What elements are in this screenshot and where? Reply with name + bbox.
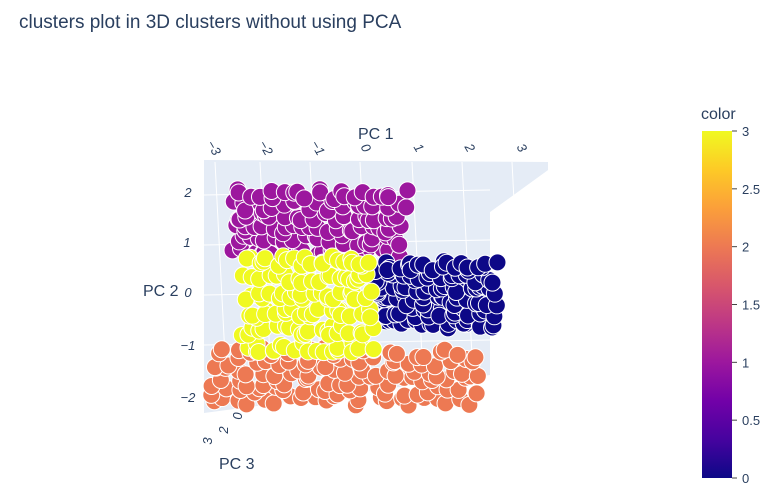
cluster-1-point [390, 235, 409, 254]
colorbar [702, 131, 732, 478]
cluster-1-point [295, 189, 314, 208]
cluster-3-point [249, 343, 268, 362]
cluster-2-point [414, 348, 433, 367]
cluster-3-point [359, 253, 378, 272]
chart-title: clusters plot in 3D clusters without usi… [19, 12, 402, 33]
cluster-3-point [361, 308, 380, 327]
cluster-1-point [397, 198, 416, 217]
colorbar-tick-label: 1.5 [742, 298, 760, 313]
x-tick-label: 0 [358, 141, 375, 155]
side-pane [490, 162, 548, 212]
y-axis-ticks: 2 1 0 −1 −2 [181, 185, 197, 405]
cluster-3-point [362, 282, 381, 301]
colorbar-tick-label: 0 [742, 471, 749, 486]
z-tick-label: 0 [230, 412, 245, 420]
cluster-2-point [387, 344, 406, 363]
data-points [202, 180, 507, 415]
z-tick-label: 2 [216, 426, 231, 435]
x-tick-label: 3 [514, 141, 531, 155]
colorbar-tick-label: 2 [742, 240, 749, 255]
colorbar-ticks: 3 2.5 2 1.5 1 0.5 0 [732, 124, 760, 486]
y-tick-label: −1 [181, 338, 196, 353]
cluster-0-point [483, 273, 502, 292]
cluster-2-point [466, 348, 485, 367]
cluster-2-point [467, 384, 486, 403]
y-axis-title: PC 2 [143, 283, 179, 300]
colorbar-tick-label: 1 [742, 355, 749, 370]
x-tick-label: −1 [308, 138, 328, 158]
cluster-2-point [212, 340, 231, 359]
grid-line-x [511, 161, 525, 396]
cluster-0-point [488, 253, 507, 272]
y-tick-label: −2 [181, 390, 197, 405]
y-tick-label: 1 [183, 235, 190, 250]
cluster-3-point [298, 322, 317, 341]
z-axis-ticks: 32 0 [200, 412, 245, 445]
cluster-2-point [236, 365, 255, 384]
y-tick-label: 0 [184, 285, 192, 300]
cluster-3-point [255, 249, 274, 268]
colorbar-title: color [701, 106, 736, 123]
x-tick-label: −2 [256, 138, 277, 159]
x-tick-label: 1 [411, 141, 428, 155]
z-tick-label: 3 [200, 437, 215, 445]
cluster-1-point [398, 181, 417, 200]
x-axis-title: PC 1 [358, 126, 394, 143]
cluster-1-point [379, 188, 398, 207]
y-tick-label: 2 [183, 185, 192, 200]
cluster-2-point [448, 345, 467, 364]
cluster-3-point [364, 340, 383, 359]
colorbar-tick-label: 0.5 [742, 413, 760, 428]
x-tick-label: 2 [461, 140, 478, 155]
x-tick-label: −3 [204, 138, 225, 159]
colorbar-tick-label: 3 [742, 124, 749, 139]
colorbar-tick-label: 2.5 [742, 182, 760, 197]
z-axis-title: PC 3 [219, 456, 255, 473]
